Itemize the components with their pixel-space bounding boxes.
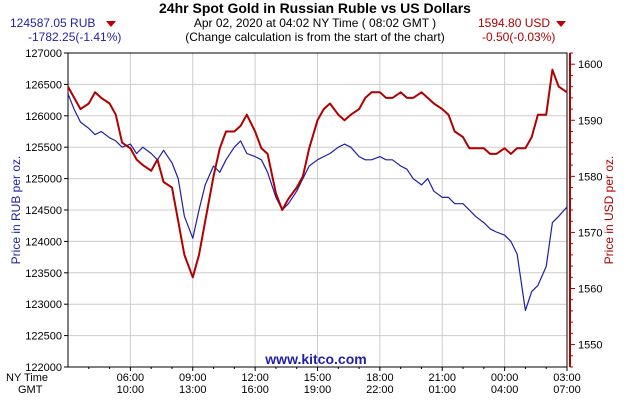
chart-timestamp: Apr 02, 2020 at 04:02 NY Time ( 08:02 GM…: [194, 16, 436, 30]
left-tick-label: 122000: [25, 362, 62, 374]
right-tick-label: 1600: [578, 59, 602, 71]
x-tick-label-gmt: 19:00: [304, 384, 332, 396]
usd-down-arrow-icon: [556, 21, 566, 27]
usd-change: -0.50(-0.03%): [482, 30, 555, 44]
x-tick-label-gmt: 10:00: [117, 384, 145, 396]
left-tick-label: 123000: [25, 299, 62, 311]
x-tick-label-gmt: 22:00: [366, 384, 394, 396]
x-tick-label-gmt: 07:00: [553, 384, 581, 396]
series-line-usd: [67, 68, 568, 279]
left-axis-label: Price in RUB per oz.: [9, 156, 23, 265]
right-tick-label: 1560: [578, 284, 602, 296]
x-tick-label-ny: 00:00: [491, 372, 519, 384]
grid: [68, 52, 568, 368]
right-tick-label: 1580: [578, 171, 602, 183]
x-tick-label-ny: 09:00: [179, 372, 207, 384]
left-axis: 122000 122500 123000 123500 124000 124500 1250…: [25, 48, 68, 374]
rub-price: 124587.05 RUB: [10, 16, 95, 30]
usd-price: 1594.80 USD: [478, 16, 550, 30]
series-line-rub: [67, 93, 568, 312]
x-tick-label-gmt: 01:00: [428, 384, 456, 396]
right-tick-label: 1590: [578, 115, 602, 127]
left-tick-label: 122500: [25, 331, 62, 343]
right-axis-label: Price in USD per oz.: [602, 156, 616, 265]
x-tick-label-ny: 06:00: [117, 372, 145, 384]
x-tick-label-ny: 03:00: [553, 372, 581, 384]
x-tick-label-gmt: 13:00: [179, 384, 207, 396]
chart-title: 24hr Spot Gold in Russian Ruble vs US Do…: [159, 0, 471, 16]
chart-note: (Change calculation is from the start of…: [185, 30, 444, 44]
x-label-gmt: GMT: [18, 384, 43, 396]
left-tick-label: 124000: [25, 236, 62, 248]
rub-change: -1782.25(-1.41%): [28, 30, 121, 44]
left-tick-label: 123500: [25, 268, 62, 280]
left-tick-label: 127000: [25, 48, 62, 60]
x-tick-label-ny: 15:00: [304, 372, 332, 384]
x-tick-label-ny: 12:00: [241, 372, 269, 384]
x-tick-label-ny: 21:00: [428, 372, 456, 384]
left-tick-label: 124500: [25, 205, 62, 217]
left-tick-label: 125500: [25, 142, 62, 154]
left-tick-label: 126500: [25, 79, 62, 91]
watermark[interactable]: www.kitco.com: [264, 351, 366, 367]
x-tick-label-gmt: 16:00: [241, 384, 269, 396]
left-tick-label: 126000: [25, 111, 62, 123]
x-tick-label-ny: 18:00: [366, 372, 394, 384]
right-tick-label: 1570: [578, 227, 602, 239]
x-tick-label-gmt: 04:00: [491, 384, 519, 396]
series-group: [67, 68, 568, 312]
right-tick-label: 1550: [578, 340, 602, 352]
x-label-ny: NY Time: [6, 372, 48, 384]
rub-down-arrow-icon: [106, 21, 116, 27]
right-axis: 1550 1560 1570 1580 1590 1600: [569, 52, 602, 368]
left-tick-label: 125000: [25, 174, 62, 186]
